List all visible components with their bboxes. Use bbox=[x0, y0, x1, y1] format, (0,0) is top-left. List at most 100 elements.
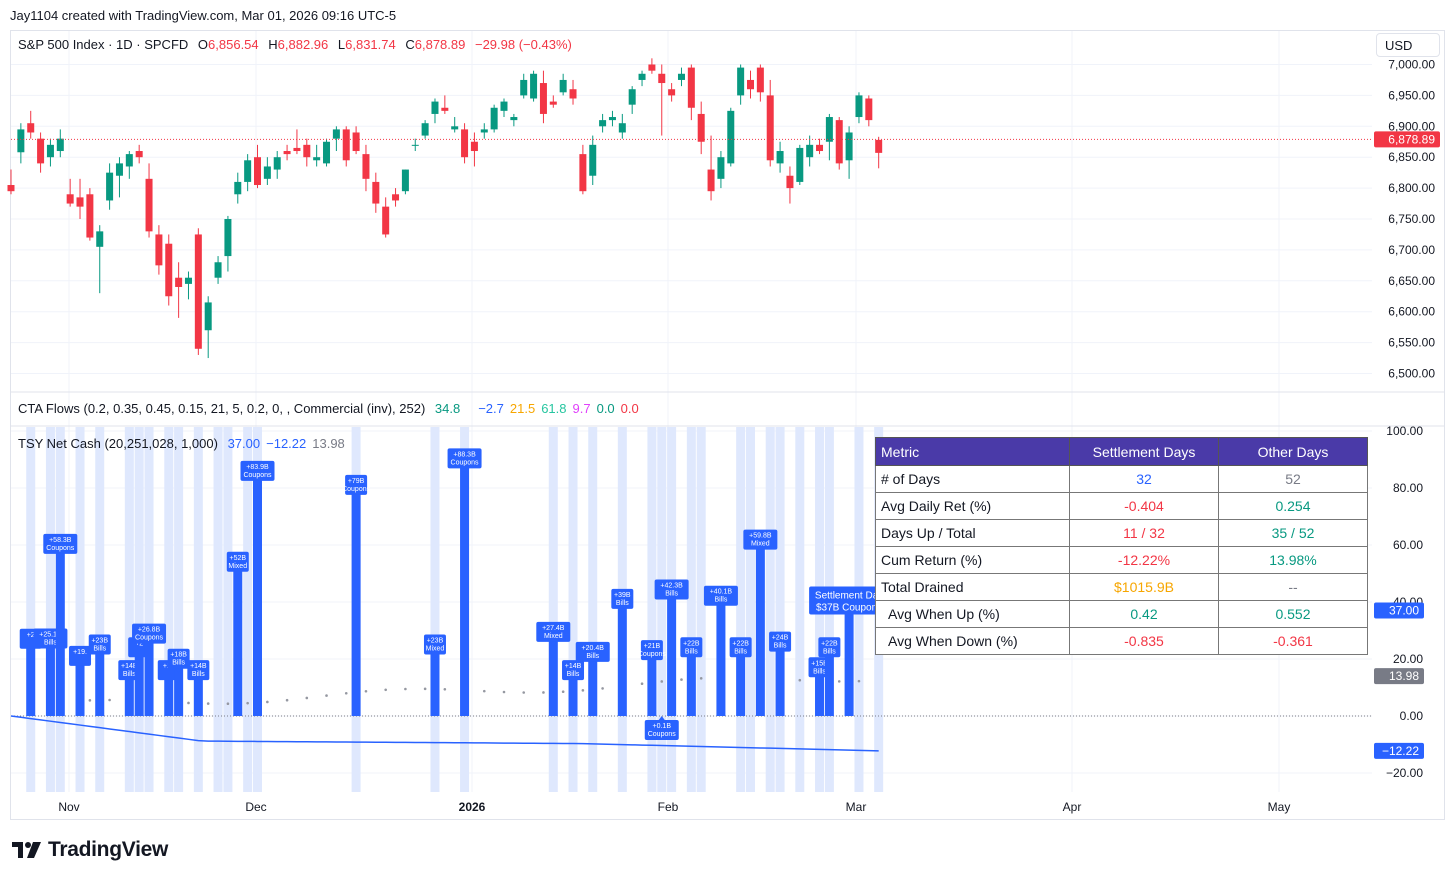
candle-body[interactable] bbox=[539, 83, 547, 114]
candle-body[interactable] bbox=[273, 157, 281, 170]
settlement-bar[interactable] bbox=[686, 653, 696, 716]
settlement-bar[interactable] bbox=[716, 601, 726, 716]
candle-body[interactable] bbox=[520, 79, 528, 96]
settlement-bar[interactable] bbox=[193, 676, 203, 716]
candle-body[interactable] bbox=[194, 234, 202, 349]
candle-body[interactable] bbox=[145, 178, 153, 232]
candle-body[interactable] bbox=[855, 95, 863, 118]
candle-body[interactable] bbox=[155, 234, 163, 266]
candle-body[interactable] bbox=[56, 138, 64, 152]
settlement-bar[interactable] bbox=[45, 644, 55, 716]
candle-body[interactable] bbox=[549, 101, 557, 105]
candle-body[interactable] bbox=[234, 181, 242, 195]
settlement-bar[interactable] bbox=[617, 604, 627, 716]
candle-body[interactable] bbox=[27, 123, 35, 133]
candle-body[interactable] bbox=[461, 129, 469, 158]
settlement-bar[interactable] bbox=[55, 549, 65, 716]
settlement-bar[interactable] bbox=[75, 661, 85, 716]
candle-body[interactable] bbox=[490, 107, 498, 130]
settlement-bar[interactable] bbox=[134, 653, 144, 716]
settlement-bar[interactable] bbox=[824, 653, 834, 716]
candle-body[interactable] bbox=[510, 117, 518, 121]
candle-body[interactable] bbox=[875, 139, 883, 153]
settlement-bar[interactable] bbox=[26, 644, 36, 716]
candle-body[interactable] bbox=[530, 73, 538, 99]
candle-body[interactable] bbox=[96, 231, 104, 247]
candle-body[interactable] bbox=[332, 129, 340, 139]
candle-body[interactable] bbox=[76, 197, 84, 207]
candle-body[interactable] bbox=[677, 73, 685, 80]
candle-body[interactable] bbox=[204, 302, 212, 331]
candle-body[interactable] bbox=[717, 157, 725, 179]
tradingview-logo[interactable]: TradingView bbox=[12, 838, 168, 862]
settlement-bar[interactable] bbox=[174, 664, 184, 716]
settlement-bar[interactable] bbox=[775, 647, 785, 716]
candle-body[interactable] bbox=[668, 89, 676, 96]
candle-body[interactable] bbox=[816, 144, 824, 152]
candle-body[interactable] bbox=[648, 64, 656, 71]
candle-body[interactable] bbox=[687, 67, 695, 108]
candle-body[interactable] bbox=[401, 169, 409, 192]
candle-body[interactable] bbox=[658, 73, 666, 84]
candle-body[interactable] bbox=[17, 129, 25, 153]
candle-body[interactable] bbox=[283, 151, 291, 155]
settlement-bar[interactable] bbox=[144, 639, 154, 716]
settlement-bar[interactable] bbox=[430, 650, 440, 716]
candle-body[interactable] bbox=[638, 73, 646, 80]
candle-body[interactable] bbox=[106, 172, 114, 201]
candle-body[interactable] bbox=[707, 169, 715, 192]
settlement-bar[interactable] bbox=[460, 464, 470, 716]
settlement-bar[interactable] bbox=[233, 567, 243, 716]
candle-body[interactable] bbox=[628, 89, 636, 105]
candle-body[interactable] bbox=[766, 95, 774, 161]
candle-body[interactable] bbox=[254, 157, 261, 186]
settlement-bar[interactable] bbox=[95, 650, 105, 716]
candle-body[interactable] bbox=[362, 154, 370, 179]
candle-body[interactable] bbox=[323, 141, 331, 164]
candle-body[interactable] bbox=[372, 181, 380, 204]
candle-body[interactable] bbox=[747, 79, 754, 90]
candle-body[interactable] bbox=[214, 262, 222, 278]
currency-button[interactable]: USD bbox=[1376, 33, 1440, 57]
settlement-bar[interactable] bbox=[164, 676, 174, 716]
candle-body[interactable] bbox=[737, 67, 745, 96]
candle-body[interactable] bbox=[165, 243, 173, 297]
cta-flows-legend[interactable]: CTA Flows (0.2, 0.35, 0.45, 0.15, 21, 5,… bbox=[18, 401, 639, 416]
candle-body[interactable] bbox=[845, 132, 853, 161]
candle-body[interactable] bbox=[451, 126, 459, 130]
candle-body[interactable] bbox=[392, 194, 400, 201]
candle-body[interactable] bbox=[756, 67, 764, 93]
candle-body[interactable] bbox=[125, 154, 133, 167]
candle-body[interactable] bbox=[175, 277, 183, 287]
settlement-bar[interactable] bbox=[736, 653, 746, 716]
candle-body[interactable] bbox=[786, 175, 794, 189]
candle-body[interactable] bbox=[500, 101, 508, 111]
candle-body[interactable] bbox=[86, 194, 94, 238]
settlement-bar[interactable] bbox=[351, 490, 361, 716]
candle-body[interactable] bbox=[727, 110, 735, 164]
candle-body[interactable] bbox=[184, 277, 192, 284]
settlement-bar[interactable] bbox=[588, 657, 598, 716]
candle-body[interactable] bbox=[825, 117, 833, 142]
candle-body[interactable] bbox=[224, 219, 232, 257]
candle-body[interactable] bbox=[46, 144, 54, 158]
settlement-bar[interactable] bbox=[844, 610, 854, 716]
candle-body[interactable] bbox=[7, 185, 15, 192]
candle-body[interactable] bbox=[697, 113, 705, 142]
candle-body[interactable] bbox=[382, 206, 390, 235]
candle-body[interactable] bbox=[776, 151, 784, 164]
settlement-bar[interactable] bbox=[568, 676, 578, 716]
settlement-bar[interactable] bbox=[815, 673, 825, 716]
candle-body[interactable] bbox=[441, 107, 449, 111]
candle-body[interactable] bbox=[37, 138, 45, 164]
candle-body[interactable] bbox=[135, 151, 143, 158]
candle-body[interactable] bbox=[569, 89, 577, 99]
candle-body[interactable] bbox=[618, 123, 626, 133]
tsy-net-cash-legend[interactable]: TSY Net Cash (20,251,028, 1,000) 37.00 −1… bbox=[18, 436, 345, 451]
candle-body[interactable] bbox=[599, 120, 607, 127]
candle-body[interactable] bbox=[559, 79, 567, 93]
settlement-bar[interactable] bbox=[548, 637, 558, 716]
candle-body[interactable] bbox=[589, 144, 597, 176]
settlement-bar[interactable] bbox=[124, 676, 134, 716]
